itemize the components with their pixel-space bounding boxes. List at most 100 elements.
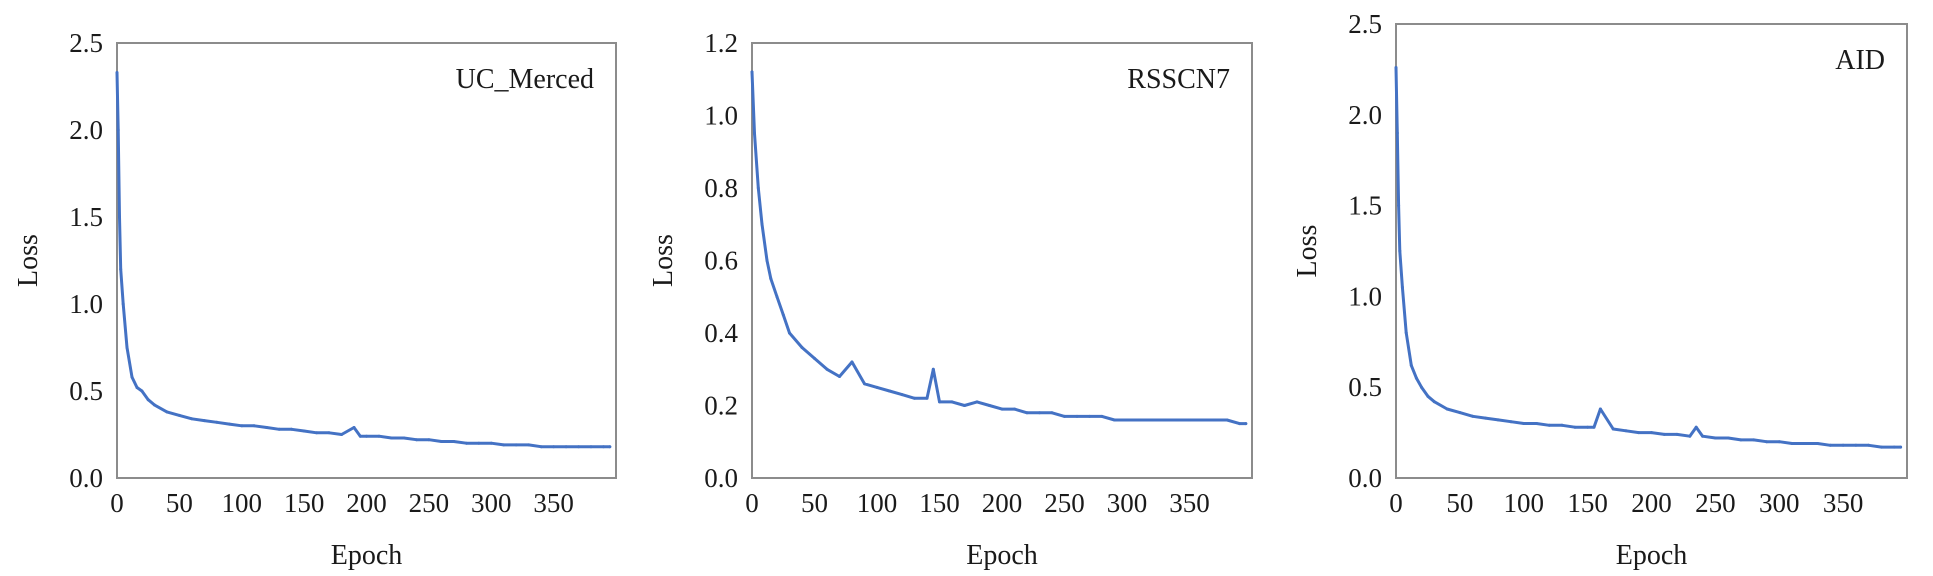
loss-point	[115, 71, 119, 75]
x-tick-labels: 0 50 100 150 200 250 300 350	[1389, 488, 1863, 518]
loss-point	[1726, 436, 1730, 440]
y-tick-label: 2.5	[1348, 9, 1382, 39]
loss-point	[863, 382, 866, 386]
loss-point	[602, 445, 605, 449]
loss-point	[1225, 418, 1229, 422]
loss-point	[577, 445, 581, 449]
x-tick-label: 150	[919, 488, 960, 518]
loss-point	[464, 441, 468, 445]
loss-point	[489, 441, 493, 445]
y-tick-label: 0.5	[69, 376, 103, 406]
loss-point	[365, 434, 368, 438]
y-tick-label: 1.2	[704, 28, 738, 58]
loss-point	[825, 367, 829, 371]
loss-point	[1175, 418, 1179, 422]
x-tick-label: 250	[1695, 488, 1736, 518]
loss-point	[1013, 407, 1016, 411]
y-tick-label: 0.8	[704, 173, 738, 203]
loss-point	[1394, 66, 1398, 70]
loss-point	[1113, 418, 1116, 422]
loss-point	[1611, 427, 1615, 431]
dataset-label: RSSCN7	[1127, 64, 1230, 95]
loss-point	[1458, 411, 1462, 415]
loss-point	[118, 215, 121, 219]
loss-point	[427, 438, 431, 442]
x-tick-label: 150	[1567, 488, 1608, 518]
loss-point	[1397, 204, 1401, 208]
loss-point	[1188, 418, 1191, 422]
x-tick-label: 300	[471, 488, 512, 518]
loss-point	[340, 433, 344, 436]
loss-point	[1713, 436, 1717, 440]
loss-point	[765, 259, 769, 262]
y-tick-label: 2.0	[69, 115, 103, 145]
loss-point	[1841, 443, 1845, 447]
loss-point	[1404, 331, 1408, 335]
loss-point	[302, 429, 306, 433]
loss-point	[1701, 434, 1705, 438]
loss-point	[377, 434, 381, 438]
loss-point	[552, 445, 556, 449]
loss-point	[1471, 414, 1475, 418]
y-axis-label: Loss	[1292, 225, 1323, 278]
loss-point	[539, 445, 543, 449]
loss-point	[1694, 425, 1698, 429]
dataset-label: AID	[1835, 45, 1885, 76]
x-tick-label: 50	[1446, 488, 1473, 518]
loss-point	[838, 375, 841, 378]
loss-point	[1088, 414, 1091, 418]
x-tick-label: 350	[533, 488, 574, 518]
loss-point	[116, 128, 120, 132]
loss-point	[439, 440, 443, 443]
x-tick-label: 200	[982, 488, 1023, 518]
loss-point	[850, 360, 854, 364]
loss-point	[753, 132, 756, 136]
loss-point	[1816, 442, 1820, 445]
loss-point	[1765, 440, 1768, 444]
loss-point	[1414, 376, 1418, 380]
x-tick-label: 300	[1107, 488, 1148, 518]
x-tick-labels: 0 50 100 150 200 250 300 350	[745, 488, 1210, 518]
loss-point	[975, 400, 979, 404]
y-tick-labels: 0.0 0.5 1.0 1.5 2.0 2.5	[69, 28, 103, 493]
loss-point	[1547, 423, 1551, 427]
loss-point	[1483, 416, 1487, 420]
y-axis-label: Loss	[13, 234, 44, 287]
x-tick-label: 0	[110, 488, 124, 518]
loss-point	[760, 222, 764, 226]
loss-point	[1075, 414, 1079, 418]
loss-point	[769, 277, 773, 281]
loss-point	[875, 385, 879, 389]
loss-point	[358, 434, 362, 438]
y-tick-label: 2.0	[1348, 100, 1382, 130]
loss-point	[177, 413, 181, 417]
loss-point	[402, 436, 406, 440]
loss-point	[1000, 407, 1004, 411]
x-tick-label: 50	[166, 488, 193, 518]
chart-panel-uc-merced: 0.0 0.5 1.0 1.5 2.0 2.5 0 50 100 150 200 250 300 350…	[13, 28, 617, 571]
loss-point	[756, 186, 760, 190]
loss-point	[1063, 414, 1066, 418]
x-tick-label: 50	[801, 488, 828, 518]
y-tick-label: 1.5	[69, 202, 103, 232]
loss-point	[1432, 400, 1436, 404]
loss-curve	[750, 70, 1248, 426]
loss-point	[1420, 385, 1423, 389]
plot-frame	[116, 42, 617, 479]
loss-point	[125, 346, 129, 349]
loss-point	[1880, 445, 1883, 449]
loss-point	[1586, 425, 1590, 429]
loss-point	[1409, 363, 1413, 367]
x-tick-label: 100	[857, 488, 898, 518]
loss-point	[1790, 442, 1794, 445]
plot-frame	[1395, 23, 1908, 479]
x-axis-label: Epoch	[331, 540, 403, 571]
loss-point	[1867, 443, 1871, 447]
loss-point	[589, 445, 593, 449]
loss-point	[140, 389, 144, 393]
y-tick-label: 1.5	[1348, 191, 1382, 221]
loss-point	[925, 396, 929, 400]
loss-point	[750, 70, 754, 74]
loss-point	[931, 367, 935, 371]
loss-point	[265, 426, 269, 429]
